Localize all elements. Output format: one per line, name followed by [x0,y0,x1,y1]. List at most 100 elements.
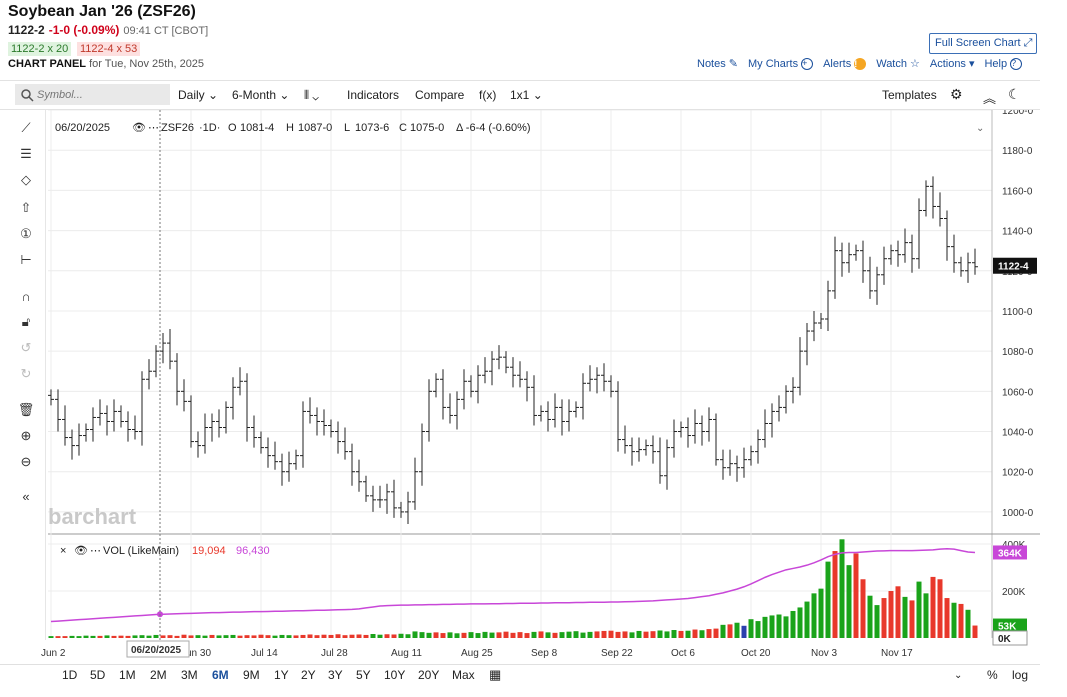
legend-open-label: O [228,122,237,134]
ohlc-bar [195,431,201,458]
range-button-10y[interactable]: 10Y [384,668,406,682]
legend-expand-icon[interactable]: ⌄ [976,123,984,134]
ohlc-bar [804,323,810,366]
volume-bar [923,593,929,638]
interval-select[interactable]: Daily ⌄ [178,88,218,102]
log-toggle[interactable]: log [1012,668,1029,682]
price-tick-label: 1000-0 [1002,508,1034,519]
range-button-20y[interactable]: 20Y [418,668,440,682]
volume-bar [769,615,775,638]
more-dots-icon[interactable]: ⋯ [90,545,101,557]
ohlc-bar [426,379,432,442]
range-button-9m[interactable]: 9M [243,668,260,682]
redo-icon[interactable]: ↻ [20,366,32,381]
line-tool-icon[interactable]: ⟋ [21,120,31,135]
compare-button[interactable]: Compare [415,88,465,102]
collapse-sidebar-icon[interactable]: « [22,488,30,504]
range-button-1y[interactable]: 1Y [274,668,289,682]
volume-bar [650,631,656,638]
price-tick-label: 1040-0 [1002,428,1034,439]
volume-average-value: 96,430 [236,545,270,557]
range-button-max[interactable]: Max [452,668,475,682]
ohlc-bar [881,246,887,285]
ohlc-bar [916,198,922,269]
volume-bar [699,630,705,638]
ohlc-bar [853,244,859,261]
range-button-1d[interactable]: 1D [62,668,78,682]
symbol-search-input[interactable] [15,84,170,105]
volume-bar [125,635,131,638]
eye-icon[interactable]: 👁︎ [132,122,146,134]
ohlc-bar [783,385,789,414]
volume-bar [181,634,187,638]
last-price-tag-label: 1122-4 [998,262,1029,273]
date-tick-label: Jul 28 [321,648,348,659]
range-button-2y[interactable]: 2Y [301,668,316,682]
bid-badge: 1122-2 x 20 [8,42,72,56]
ohlc-bar [678,421,684,438]
range-button-6m[interactable]: 6M [212,668,229,682]
zoom-in-icon[interactable]: ⊕ [20,428,32,443]
fib-tool-icon[interactable]: ☰ [20,146,32,161]
range-button-1m[interactable]: 1M [119,668,136,682]
fx-button[interactable]: f(x) [479,88,497,102]
volume-bar [76,636,82,638]
price-line: 1122-2 -1-0 (-0.09%) 09:41 CT [CBOT] [8,23,208,37]
volume-bar [902,596,908,638]
watch-link[interactable]: Watch ☆ [876,57,920,71]
ohlc-bar [202,413,208,454]
full-screen-chart-button[interactable]: Full Screen Chart ⤢ [929,33,1037,54]
volume-bar [944,598,950,638]
bar-type-select[interactable]: ⫴ ⌄ [304,88,319,103]
more-dots-icon[interactable]: ⋯ [148,122,159,134]
volume-bar [608,630,614,638]
lock-icon[interactable]: 🔓︎ [21,314,31,329]
range-button-3y[interactable]: 3Y [328,668,343,682]
range-select[interactable]: 6-Month ⌄ [232,88,289,102]
arrow-tool-icon[interactable]: ⇧ [20,200,32,215]
alerts-link[interactable]: Alerts! [823,57,867,70]
ohlc-bar [951,234,957,273]
shape-tool-icon[interactable]: ◇ [21,172,31,187]
dark-mode-moon-icon[interactable]: ☾ [1008,86,1021,102]
ohlc-bar [279,453,285,486]
annotation-tool-icon[interactable]: ① [20,226,32,241]
ohlc-bar [475,365,481,404]
magnet-icon[interactable]: ∩ [21,288,31,304]
trash-icon[interactable]: 🗑︎ [17,402,35,417]
help-link[interactable]: Help? [984,57,1023,70]
close-study-icon[interactable]: × [60,545,66,557]
layout-select[interactable]: 1x1 ⌄ [510,88,543,102]
range-button-2m[interactable]: 2M [150,668,167,682]
settings-gear-icon[interactable]: ⚙ [950,86,963,102]
alert-icon: ! [854,57,867,70]
volume-bar [349,634,355,638]
range-button-3m[interactable]: 3M [181,668,198,682]
chevron-down-icon[interactable]: ⌄ [954,670,963,681]
ohlc-bar [517,361,523,388]
ohlc-bar [237,367,243,396]
calendar-icon[interactable]: ▦ [489,667,502,682]
interval-label: Daily [178,88,205,102]
volume-bar [615,631,621,638]
price-chart[interactable]: 1000-01020-01040-01060-01080-01100-01120… [0,110,1067,664]
measure-tool-icon[interactable]: ⊢ [20,252,32,267]
range-bar [0,664,1040,691]
volume-bar [783,616,789,638]
ohlc-bar [972,248,978,275]
undo-icon[interactable]: ↺ [20,340,32,355]
indicators-button[interactable]: Indicators [347,88,400,102]
zoom-out-icon[interactable]: ⊖ [20,454,32,469]
collapse-up-icon[interactable]: ︽ [983,91,997,106]
percent-toggle[interactable]: % [987,668,998,682]
volume-bar [748,619,754,638]
eye-icon[interactable]: 👁︎ [74,545,88,557]
range-button-5d[interactable]: 5D [90,668,106,682]
my-charts-link[interactable]: My Charts + [748,57,814,70]
volume-bar [335,634,341,638]
range-button-5y[interactable]: 5Y [356,668,371,682]
templates-button[interactable]: Templates [882,88,937,102]
notes-link[interactable]: Notes ✎ [697,57,738,71]
actions-menu[interactable]: Actions ▾ [930,57,975,71]
volume-bar [377,634,383,638]
